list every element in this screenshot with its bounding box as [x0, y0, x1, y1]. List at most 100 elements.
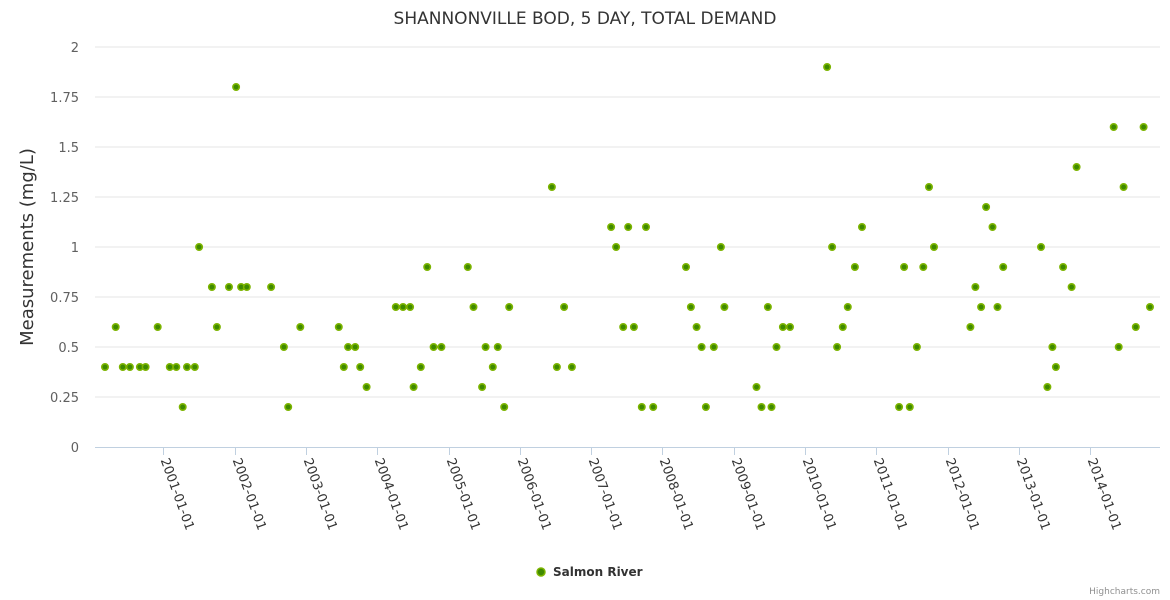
data-point[interactable]	[242, 282, 251, 291]
data-point[interactable]	[900, 262, 909, 271]
data-point[interactable]	[971, 282, 980, 291]
legend-item-salmon-river[interactable]: Salmon River	[553, 565, 643, 579]
data-point[interactable]	[1131, 322, 1140, 331]
data-point[interactable]	[351, 342, 360, 351]
data-point[interactable]	[767, 402, 776, 411]
data-point[interactable]	[505, 302, 514, 311]
data-point[interactable]	[1048, 342, 1057, 351]
data-point[interactable]	[763, 302, 772, 311]
data-point[interactable]	[267, 282, 276, 291]
data-point[interactable]	[101, 362, 110, 371]
data-point[interactable]	[1139, 123, 1148, 132]
data-point[interactable]	[567, 362, 576, 371]
data-point[interactable]	[493, 342, 502, 351]
data-point[interactable]	[919, 262, 928, 271]
data-point[interactable]	[823, 62, 832, 71]
data-point[interactable]	[1067, 282, 1076, 291]
data-point[interactable]	[833, 342, 842, 351]
credits-link[interactable]: Highcharts.com	[1089, 587, 1160, 597]
data-point[interactable]	[993, 302, 1002, 311]
data-point[interactable]	[1059, 262, 1068, 271]
data-point[interactable]	[190, 362, 199, 371]
data-point[interactable]	[697, 342, 706, 351]
data-point[interactable]	[843, 302, 852, 311]
data-point[interactable]	[966, 322, 975, 331]
data-point[interactable]	[785, 322, 794, 331]
data-point[interactable]	[977, 302, 986, 311]
data-point[interactable]	[850, 262, 859, 271]
data-point[interactable]	[982, 203, 991, 212]
data-point[interactable]	[469, 302, 478, 311]
data-point[interactable]	[619, 322, 628, 331]
data-point[interactable]	[232, 83, 241, 92]
data-point[interactable]	[165, 362, 174, 371]
data-point[interactable]	[1043, 382, 1052, 391]
data-point[interactable]	[838, 322, 847, 331]
data-point[interactable]	[560, 302, 569, 311]
data-point[interactable]	[500, 402, 509, 411]
data-point[interactable]	[999, 262, 1008, 271]
data-point[interactable]	[924, 183, 933, 192]
data-point[interactable]	[356, 362, 365, 371]
data-point[interactable]	[772, 342, 781, 351]
data-point[interactable]	[709, 342, 718, 351]
data-point[interactable]	[905, 402, 914, 411]
data-point[interactable]	[178, 402, 187, 411]
data-point[interactable]	[437, 342, 446, 351]
data-point[interactable]	[1051, 362, 1060, 371]
data-point[interactable]	[429, 342, 438, 351]
data-point[interactable]	[778, 322, 787, 331]
data-point[interactable]	[334, 322, 343, 331]
data-point[interactable]	[629, 322, 638, 331]
data-point[interactable]	[828, 243, 837, 252]
data-point[interactable]	[406, 302, 415, 311]
data-point[interactable]	[857, 223, 866, 232]
data-point[interactable]	[1146, 302, 1155, 311]
data-point[interactable]	[988, 223, 997, 232]
data-point[interactable]	[118, 362, 127, 371]
data-point[interactable]	[637, 402, 646, 411]
data-point[interactable]	[752, 382, 761, 391]
data-point[interactable]	[701, 402, 710, 411]
data-point[interactable]	[692, 322, 701, 331]
data-point[interactable]	[362, 382, 371, 391]
data-point[interactable]	[488, 362, 497, 371]
data-point[interactable]	[641, 223, 650, 232]
data-point[interactable]	[183, 362, 192, 371]
data-point[interactable]	[607, 223, 616, 232]
data-point[interactable]	[895, 402, 904, 411]
data-point[interactable]	[757, 402, 766, 411]
data-point[interactable]	[649, 402, 658, 411]
data-point[interactable]	[391, 302, 400, 311]
data-point[interactable]	[716, 243, 725, 252]
data-point[interactable]	[552, 362, 561, 371]
data-point[interactable]	[284, 402, 293, 411]
data-point[interactable]	[612, 243, 621, 252]
data-point[interactable]	[141, 362, 150, 371]
data-point[interactable]	[409, 382, 418, 391]
data-point[interactable]	[172, 362, 181, 371]
data-point[interactable]	[1119, 183, 1128, 192]
data-point[interactable]	[195, 243, 204, 252]
data-point[interactable]	[463, 262, 472, 271]
data-point[interactable]	[481, 342, 490, 351]
data-point[interactable]	[1109, 123, 1118, 132]
data-point[interactable]	[398, 302, 407, 311]
data-point[interactable]	[624, 223, 633, 232]
data-point[interactable]	[125, 362, 134, 371]
data-point[interactable]	[1037, 243, 1046, 252]
data-point[interactable]	[681, 262, 690, 271]
data-point[interactable]	[207, 282, 216, 291]
data-point[interactable]	[344, 342, 353, 351]
data-point[interactable]	[279, 342, 288, 351]
legend[interactable]: Salmon River	[536, 565, 643, 579]
data-point[interactable]	[111, 322, 120, 331]
data-point[interactable]	[339, 362, 348, 371]
data-point[interactable]	[1072, 163, 1081, 172]
data-point[interactable]	[225, 282, 234, 291]
data-point[interactable]	[296, 322, 305, 331]
data-point[interactable]	[547, 183, 556, 192]
data-point[interactable]	[416, 362, 425, 371]
data-point[interactable]	[720, 302, 729, 311]
data-point[interactable]	[1114, 342, 1123, 351]
